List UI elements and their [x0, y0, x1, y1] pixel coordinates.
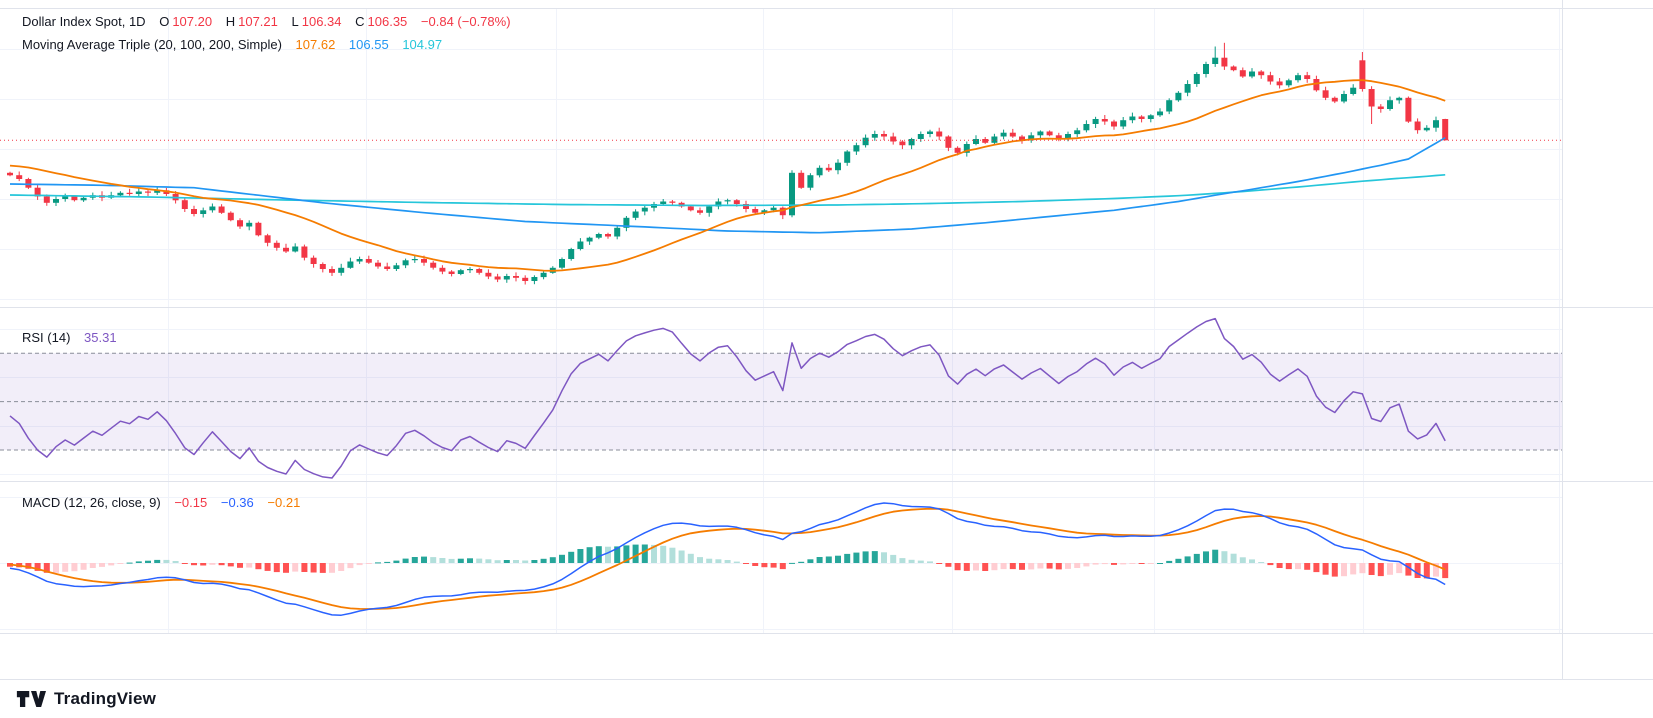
tradingview-brand-text: TradingView: [54, 689, 157, 708]
rsi-legend-row[interactable]: RSI (14) 35.31: [22, 330, 117, 345]
ma-title: Moving Average Triple (20, 100, 200, Sim…: [22, 37, 282, 52]
macd-title: MACD (12, 26, close, 9): [22, 495, 161, 510]
ohlc-low-value: 106.34: [301, 14, 342, 29]
macd-signal-value: −0.21: [267, 495, 301, 510]
rsi-value: 35.31: [84, 330, 117, 345]
price-axis[interactable]: 110.00108.00106.00104.00102.00100.0080.0…: [1562, 0, 1653, 680]
ma200-value: 104.97: [402, 37, 443, 52]
ohlc-close-value: 106.35: [367, 14, 408, 29]
ohlc-high-label: H: [225, 14, 236, 29]
ohlc-close-label: C: [355, 14, 365, 29]
moving-average-legend-row[interactable]: Moving Average Triple (20, 100, 200, Sim…: [22, 37, 442, 52]
ohlc-high-value: 107.21: [238, 14, 278, 29]
macd-legend-row[interactable]: MACD (12, 26, close, 9) −0.15 −0.36 −0.2…: [22, 495, 300, 510]
symbol-title: Dollar Index Spot, 1D: [22, 14, 146, 29]
macd-line-value: −0.36: [220, 495, 254, 510]
ohlc-open-value: 107.20: [172, 14, 213, 29]
ma20-value: 107.62: [295, 37, 336, 52]
change-value: −0.84 (−0.78%): [420, 14, 511, 29]
ohlc-open-label: O: [159, 14, 170, 29]
tradingview-logo-icon: [16, 691, 46, 707]
ohlc-low-label: L: [291, 14, 299, 29]
tradingview-attribution[interactable]: TradingView: [16, 688, 156, 710]
rsi-title: RSI (14): [22, 330, 71, 345]
ma100-value: 106.55: [348, 37, 389, 52]
time-axis[interactable]: AugSepOctNovDec2025FebMar: [0, 633, 1562, 680]
macd-histogram-value: −0.15: [174, 495, 208, 510]
